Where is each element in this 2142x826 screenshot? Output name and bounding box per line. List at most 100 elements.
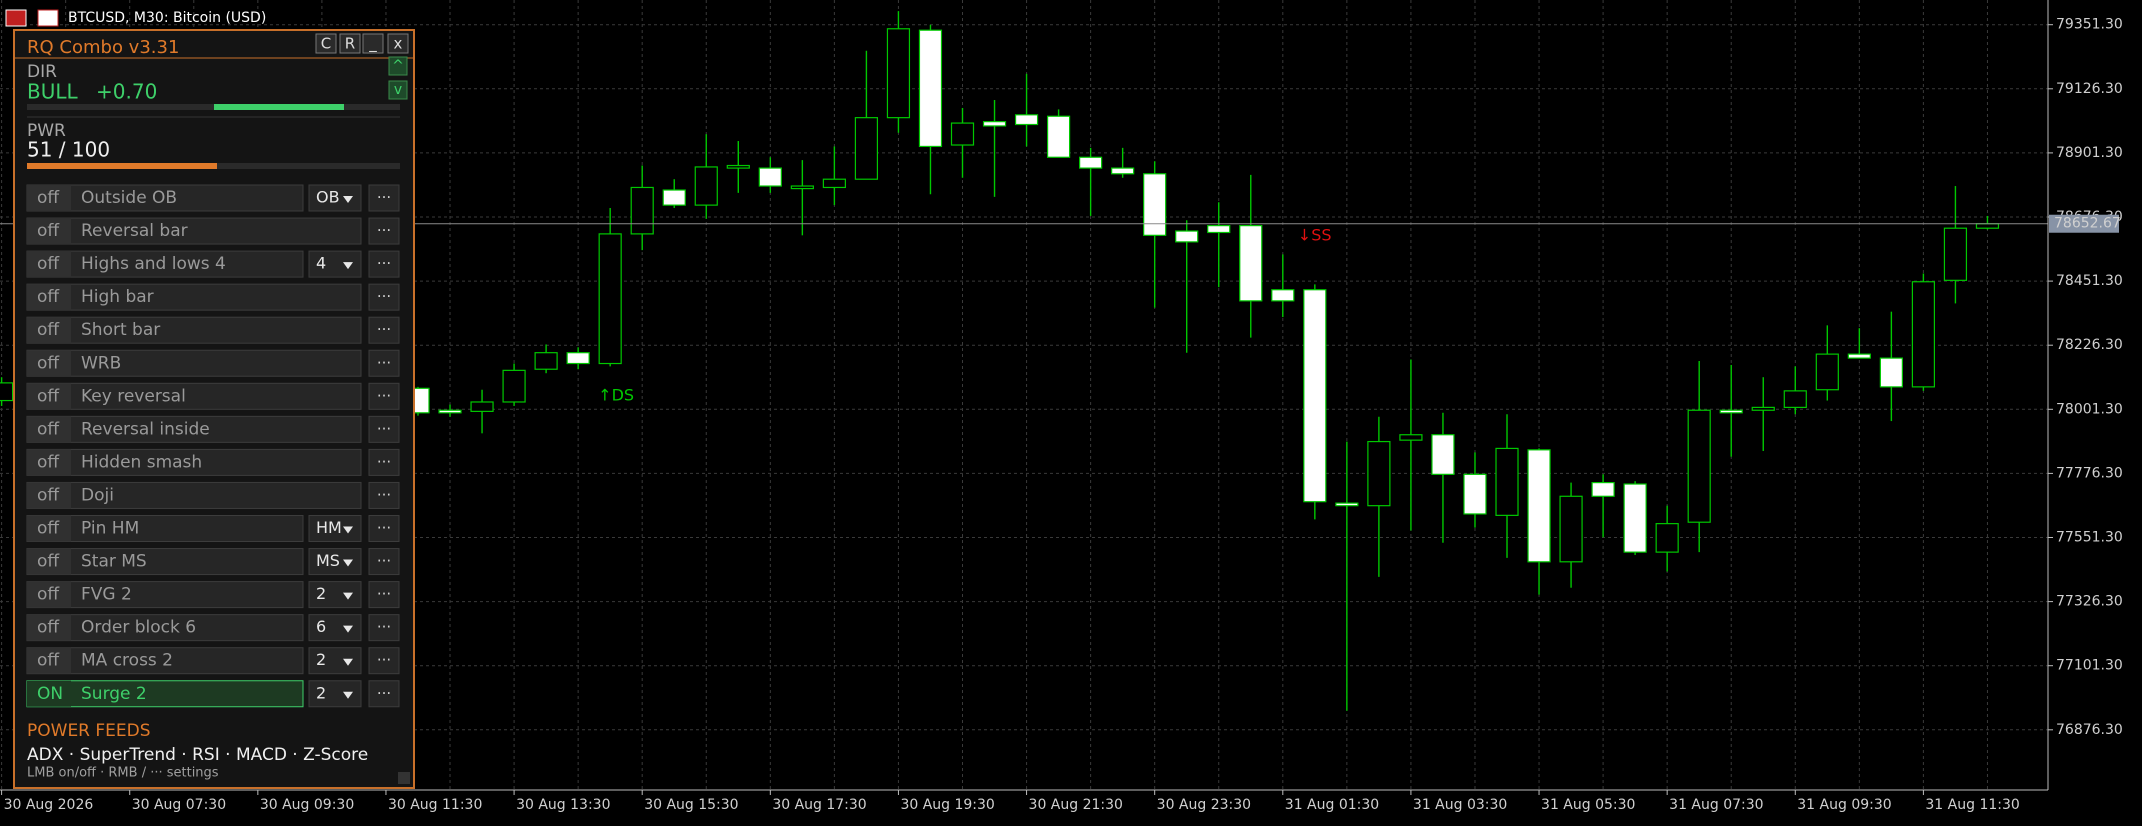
dropdown-arrow bbox=[343, 196, 353, 203]
row-state: off bbox=[37, 353, 60, 373]
menu-label: ··· bbox=[377, 519, 391, 537]
toggle-row[interactable] bbox=[26, 481, 362, 509]
toggle-row[interactable] bbox=[26, 415, 362, 443]
candle-body bbox=[1847, 353, 1871, 359]
y-tick-label: 77326.30 bbox=[2056, 594, 2123, 610]
row-name: Reversal inside bbox=[81, 419, 210, 439]
row-name: Short bar bbox=[81, 320, 160, 340]
scroll-button[interactable] bbox=[388, 80, 408, 100]
menu-button[interactable] bbox=[368, 481, 400, 509]
toggle-row[interactable] bbox=[26, 349, 362, 377]
menu-button[interactable] bbox=[368, 581, 400, 609]
menu-label: ··· bbox=[377, 651, 391, 669]
row-name: Hidden smash bbox=[81, 452, 202, 472]
candle-body bbox=[1975, 223, 2000, 229]
y-tick-label: 77551.30 bbox=[2056, 530, 2123, 546]
menu-button[interactable] bbox=[368, 349, 400, 377]
window-button[interactable] bbox=[339, 33, 361, 54]
candle-body bbox=[950, 122, 975, 146]
window-button[interactable] bbox=[315, 33, 337, 54]
row-name: Pin HM bbox=[81, 519, 139, 539]
candle-body bbox=[982, 121, 1007, 127]
toggle-row[interactable] bbox=[26, 316, 362, 344]
dropdown[interactable] bbox=[308, 680, 362, 708]
state-cell bbox=[27, 350, 71, 377]
candle-body bbox=[630, 186, 654, 235]
state-cell bbox=[27, 218, 71, 245]
dir-label: DIR bbox=[27, 62, 57, 82]
dropdown[interactable] bbox=[308, 250, 362, 278]
toggle-row[interactable] bbox=[26, 382, 362, 410]
menu-button[interactable] bbox=[368, 184, 400, 212]
row-state: off bbox=[37, 618, 60, 638]
menu-button[interactable] bbox=[368, 448, 400, 476]
candle-body bbox=[438, 409, 462, 414]
row-state: off bbox=[37, 254, 60, 274]
dropdown[interactable] bbox=[308, 581, 362, 609]
pwr-bar bbox=[27, 163, 217, 169]
menu-button[interactable] bbox=[368, 316, 400, 344]
toggle-row[interactable] bbox=[26, 448, 362, 476]
y-tick-label: 78451.30 bbox=[2056, 273, 2123, 289]
menu-button[interactable] bbox=[368, 283, 400, 311]
toggle-row[interactable] bbox=[26, 283, 362, 311]
row-state: ON bbox=[37, 684, 63, 704]
window-button[interactable] bbox=[362, 33, 384, 54]
state-cell bbox=[27, 317, 71, 344]
hint: LMB on/off · RMB / ··· settings bbox=[27, 766, 219, 781]
toggle-row[interactable] bbox=[26, 217, 362, 245]
menu-button[interactable] bbox=[368, 217, 400, 245]
y-tick-label: 77776.30 bbox=[2056, 465, 2123, 481]
dropdown-value: 2 bbox=[316, 584, 326, 603]
dropdown-value: 2 bbox=[316, 650, 326, 669]
menu-button[interactable] bbox=[368, 250, 400, 278]
scroll-button-label: ^ bbox=[392, 58, 404, 74]
menu-button[interactable] bbox=[368, 382, 400, 410]
x-tick-label: 31 Aug 03:30 bbox=[1413, 797, 1507, 813]
candle-body bbox=[1143, 173, 1167, 236]
y-tick-label: 78001.30 bbox=[2056, 401, 2123, 417]
menu-button[interactable] bbox=[368, 515, 400, 542]
menu-button[interactable] bbox=[368, 680, 400, 708]
dropdown[interactable] bbox=[308, 647, 362, 675]
row-name: Reversal bar bbox=[81, 221, 188, 241]
menu-label: ··· bbox=[377, 189, 391, 207]
state-cell bbox=[27, 185, 71, 211]
current-price-label: 78652.67 bbox=[2054, 216, 2121, 232]
menu-label: ··· bbox=[377, 486, 391, 504]
dropdown[interactable] bbox=[308, 548, 362, 576]
candle-body bbox=[598, 233, 622, 365]
resize-grip[interactable] bbox=[398, 772, 410, 784]
dropdown[interactable] bbox=[308, 515, 362, 542]
dropdown[interactable] bbox=[308, 184, 362, 212]
x-tick-label: 31 Aug 09:30 bbox=[1797, 797, 1891, 813]
candle-body bbox=[1079, 156, 1103, 169]
feeds: ADX · SuperTrend · RSI · MACD · Z-Score bbox=[27, 745, 368, 765]
candle-body bbox=[918, 29, 943, 148]
candle-body bbox=[1335, 502, 1359, 507]
menu-button[interactable] bbox=[368, 647, 400, 675]
dropdown-value: 4 bbox=[316, 254, 326, 273]
toggle-row[interactable] bbox=[26, 515, 304, 542]
toggle-row[interactable] bbox=[26, 581, 304, 609]
candle-body bbox=[1303, 289, 1327, 503]
dropdown-arrow bbox=[343, 658, 353, 666]
dropdown[interactable] bbox=[308, 614, 362, 642]
window-title-text: BTCUSD, M30: Bitcoin (USD) bbox=[68, 10, 266, 26]
toggle-row[interactable] bbox=[26, 647, 304, 675]
row-state: off bbox=[37, 221, 60, 241]
candle-body bbox=[566, 352, 590, 365]
candle-body bbox=[1207, 225, 1231, 234]
toggle-row[interactable] bbox=[26, 250, 304, 278]
row-state: off bbox=[37, 552, 60, 572]
menu-button[interactable] bbox=[368, 548, 400, 576]
toggle-row[interactable] bbox=[26, 184, 304, 212]
window-button[interactable] bbox=[387, 33, 409, 54]
scroll-button[interactable] bbox=[388, 56, 408, 76]
menu-button[interactable] bbox=[368, 415, 400, 443]
x-tick-label: 30 Aug 19:30 bbox=[900, 797, 994, 813]
candle-body bbox=[1431, 434, 1455, 475]
row-name: Order block 6 bbox=[81, 618, 196, 638]
menu-button[interactable] bbox=[368, 614, 400, 642]
dropdown-value: MS bbox=[316, 551, 340, 570]
